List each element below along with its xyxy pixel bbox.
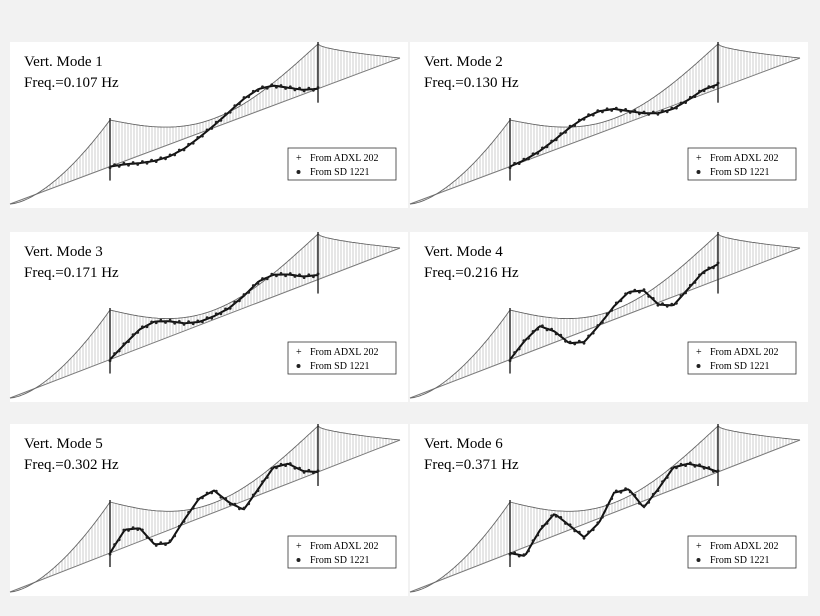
legend-marker-plus: + — [296, 347, 302, 358]
legend-box — [287, 147, 397, 181]
mode-label: Vert. Mode 1 — [24, 54, 103, 70]
mode-shape-sd1221 — [509, 462, 719, 557]
legend-entry-sd: From SD 1221 — [710, 167, 769, 178]
legend: + From ADXL 202 From SD 1221 — [687, 147, 797, 181]
frequency-label: Freq.=0.371 Hz — [424, 457, 519, 473]
legend-entry-sd: From SD 1221 — [710, 555, 769, 566]
mode-panel-1: Vert. Mode 1 Freq.=0.107 Hz + From ADXL 202… — [9, 42, 408, 208]
mode-shape-adxl202 — [508, 461, 720, 558]
mode-label: Vert. Mode 5 — [24, 436, 103, 452]
legend-entry-sd: From SD 1221 — [310, 361, 369, 372]
legend-entry-adxl: From ADXL 202 — [710, 541, 779, 552]
mode-panel-4: Vert. Mode 4 Freq.=0.216 Hz + From ADXL 202… — [409, 232, 808, 402]
mode-shape-sd1221 — [509, 83, 719, 168]
mode-panel-3: Vert. Mode 3 Freq.=0.171 Hz + From ADXL 202… — [9, 232, 408, 402]
legend-entry-adxl: From ADXL 202 — [310, 347, 379, 358]
mode-shape-adxl202 — [508, 261, 720, 363]
legend-entry-adxl: From ADXL 202 — [310, 541, 379, 552]
mode-label: Vert. Mode 3 — [24, 244, 103, 260]
legend: + From ADXL 202 From SD 1221 — [687, 341, 797, 375]
mode-shape-sd1221 — [109, 273, 319, 361]
legend: + From ADXL 202 From SD 1221 — [687, 535, 797, 569]
cable-hangers — [13, 44, 396, 204]
frequency-label: Freq.=0.130 Hz — [424, 75, 519, 91]
main-cable — [409, 43, 801, 205]
mode-shape-adxl202 — [108, 83, 320, 170]
mode-panel-5: Vert. Mode 5 Freq.=0.302 Hz + From ADXL 202… — [9, 424, 408, 596]
frequency-label: Freq.=0.216 Hz — [424, 265, 519, 281]
legend-marker-dot — [696, 364, 701, 368]
legend-marker-plus: + — [696, 541, 702, 552]
main-cable — [9, 233, 401, 399]
cable-hangers — [413, 44, 796, 204]
mode-label: Vert. Mode 6 — [424, 436, 503, 452]
legend-entry-sd: From SD 1221 — [710, 361, 769, 372]
legend: + From ADXL 202 From SD 1221 — [287, 341, 397, 375]
cable-hangers — [413, 234, 796, 398]
frequency-label: Freq.=0.171 Hz — [24, 265, 119, 281]
legend: + From ADXL 202 From SD 1221 — [287, 535, 397, 569]
legend-marker-dot — [296, 170, 301, 174]
bridge-deck — [409, 439, 801, 593]
mode-shape-sd1221 — [109, 462, 319, 554]
frequency-label: Freq.=0.302 Hz — [24, 457, 119, 473]
legend-entry-adxl: From ADXL 202 — [310, 153, 379, 164]
legend-entry-sd: From SD 1221 — [310, 167, 369, 178]
legend-box — [687, 341, 797, 375]
legend-entry-sd: From SD 1221 — [310, 555, 369, 566]
legend-box — [287, 535, 397, 569]
main-cable — [9, 425, 401, 593]
main-cable — [9, 43, 401, 205]
main-cable — [409, 425, 801, 593]
legend-marker-dot — [296, 364, 301, 368]
mode-label: Vert. Mode 4 — [424, 244, 503, 260]
legend-box — [687, 535, 797, 569]
legend-marker-plus: + — [296, 541, 302, 552]
legend-marker-dot — [296, 558, 301, 562]
bridge-deck — [409, 57, 801, 205]
main-cable — [409, 233, 801, 399]
legend-marker-plus: + — [296, 153, 302, 164]
mode-shape-adxl202 — [108, 462, 320, 556]
legend-marker-dot — [696, 170, 701, 174]
bridge-deck — [9, 57, 401, 205]
mode-panel-2: Vert. Mode 2 Freq.=0.130 Hz + From ADXL 202… — [409, 42, 808, 208]
mode-shape-sd1221 — [109, 84, 319, 168]
bridge-deck — [9, 439, 401, 593]
legend-marker-plus: + — [696, 347, 702, 358]
mode-label: Vert. Mode 2 — [424, 54, 503, 70]
mode-panel-6: Vert. Mode 6 Freq.=0.371 Hz + From ADXL 202… — [409, 424, 808, 596]
legend-box — [287, 341, 397, 375]
legend: + From ADXL 202 From SD 1221 — [287, 147, 397, 181]
frequency-label: Freq.=0.107 Hz — [24, 75, 119, 91]
legend-box — [687, 147, 797, 181]
legend-marker-plus: + — [696, 153, 702, 164]
mode-shape-adxl202 — [108, 272, 320, 363]
legend-entry-adxl: From ADXL 202 — [710, 153, 779, 164]
mode-shape-adxl202 — [508, 81, 720, 170]
mode-shape-sd1221 — [509, 263, 719, 361]
legend-entry-adxl: From ADXL 202 — [710, 347, 779, 358]
legend-marker-dot — [696, 558, 701, 562]
cable-hangers — [13, 426, 396, 592]
